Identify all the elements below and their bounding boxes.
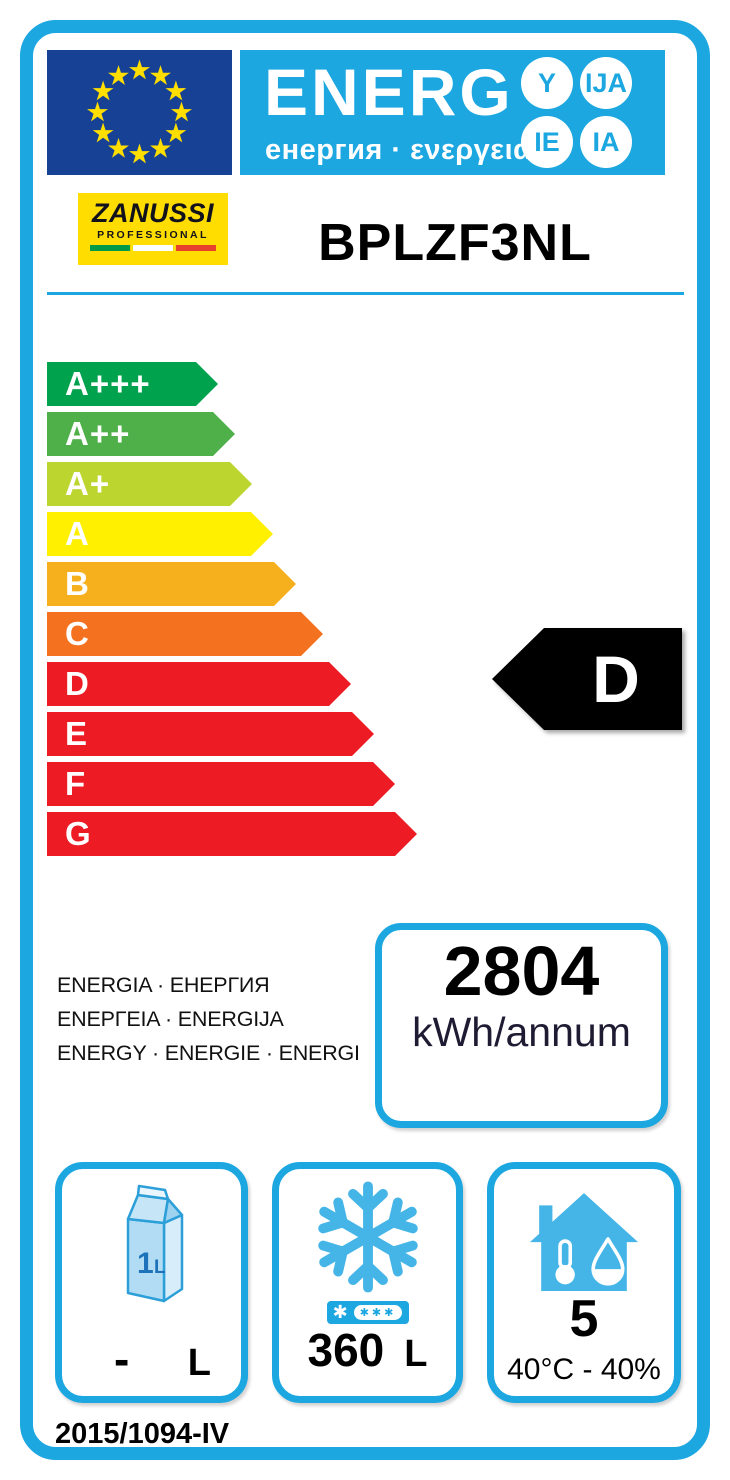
divider (47, 292, 684, 295)
rating-row: A+++ (47, 362, 417, 406)
freezer-three-stars-icon: ✱✱✱ (353, 1305, 403, 1320)
rating-arrow-label: A+ (65, 465, 111, 502)
rating-arrow-label: A (65, 515, 90, 552)
rating-arrow-appp: A+++ (47, 362, 218, 406)
climate-condition: 40°C - 40% (507, 1353, 661, 1386)
energ-header: ENERG енергия · ενεργεια Y IJA IE IA (240, 50, 665, 175)
rating-arrow-c: C (47, 612, 323, 656)
brand-logo: ZANUSSI PROFESSIONAL (78, 193, 228, 265)
rating-arrow-label: F (65, 765, 87, 802)
rating-row: A++ (47, 412, 417, 456)
rating-arrow-f: F (47, 762, 395, 806)
freezer-star-icon: ✱ (332, 1301, 348, 1323)
rating-arrow-label: C (65, 615, 90, 652)
annual-consumption-unit: kWh/annum (412, 1009, 631, 1055)
rating-row: D (47, 662, 417, 706)
rating-row: F (47, 762, 417, 806)
eu-flag-icon (47, 50, 232, 175)
rating-row: A (47, 512, 417, 556)
model-number: BPLZF3NL (318, 214, 592, 272)
energ-subtitle: енергия · ενεργεια (265, 134, 532, 166)
rating-arrow-label: A+++ (65, 365, 151, 402)
thermometer-icon (555, 1239, 575, 1285)
annual-consumption-box: 2804 kWh/annum (375, 923, 668, 1128)
droplet-icon (591, 1237, 625, 1286)
rating-row: A+ (47, 462, 417, 506)
language-suffix-circles: Y IJA IE IA (521, 57, 632, 168)
energy-names-line: ENERGIA · ЕНЕРГИЯ (57, 973, 270, 997)
rating-arrow-d: D (47, 662, 351, 706)
selected-rating-letter: D (592, 642, 640, 716)
rating-arrow-g: G (47, 812, 417, 856)
rating-arrow-label: B (65, 565, 90, 602)
freezer-volume-unit: L (404, 1333, 428, 1375)
black-arrow-icon: D (492, 628, 682, 730)
rating-arrow-ap: A+ (47, 462, 252, 506)
rating-arrow-label: G (65, 815, 92, 852)
carton-volume-value: 1 (137, 1247, 154, 1280)
freezer-volume-value: 360 (307, 1324, 385, 1376)
rating-row: G (47, 812, 417, 856)
annual-consumption-value: 2804 (443, 932, 600, 1010)
rating-arrow-e: E (47, 712, 374, 756)
house-climate-icon (529, 1193, 639, 1291)
language-suffix-ia: IA (580, 116, 632, 168)
climate-class-box: 5 40°C - 40% (487, 1162, 681, 1403)
rating-arrow-label: A++ (65, 415, 131, 452)
milk-carton-icon: 1 L (126, 1184, 183, 1303)
italy-flag-stripe-icon (90, 244, 216, 251)
rating-row: E (47, 712, 417, 756)
brand-name: ZANUSSI (91, 198, 214, 228)
snowflake-icon (317, 1181, 418, 1293)
selected-rating-arrow: D (492, 628, 682, 730)
energy-names-line: ENEPΓEIA · ENERGIJA (57, 1007, 284, 1031)
climate-class-value: 5 (569, 1290, 599, 1348)
rating-row: C (47, 612, 417, 656)
energy-word-translations: ENERGIA · ЕНЕРГИЯ ENEPΓEIA · ENERGIJA EN… (57, 968, 360, 1070)
rating-arrow-a: A (47, 512, 273, 556)
freezer-volume-row: 360 L (307, 1324, 428, 1376)
fridge-volume-value: - (114, 1332, 130, 1385)
freezer-star-rating-badge: ✱ ✱✱✱ (326, 1301, 409, 1324)
language-suffix-ija: IJA (580, 57, 632, 109)
language-suffix-y: Y (521, 57, 573, 109)
fridge-volume-unit: L (187, 1341, 211, 1384)
rating-arrow-label: D (65, 665, 90, 702)
brand-tagline: PROFESSIONAL (97, 229, 209, 241)
energy-names-line: ENERGY · ENERGIE · ENERGI (57, 1041, 360, 1065)
language-suffix-ie: IE (521, 116, 573, 168)
rating-arrow-label: E (65, 715, 89, 752)
regulation-number: 2015/1094-IV (55, 1418, 230, 1450)
rating-scale: A+++ A++ A+ A B C D E F G (47, 362, 417, 862)
energ-title: ENERG (264, 55, 514, 129)
fridge-volume-box: 1 L - L (55, 1162, 248, 1403)
carton-volume-unit: L (154, 1257, 166, 1278)
rating-arrow-app: A++ (47, 412, 235, 456)
rating-arrow-b: B (47, 562, 296, 606)
label-border (20, 20, 710, 1460)
freezer-volume-box: ✱ ✱✱✱ 360 L (272, 1162, 463, 1403)
rating-row: B (47, 562, 417, 606)
fridge-volume-row: - L (62, 1332, 241, 1385)
